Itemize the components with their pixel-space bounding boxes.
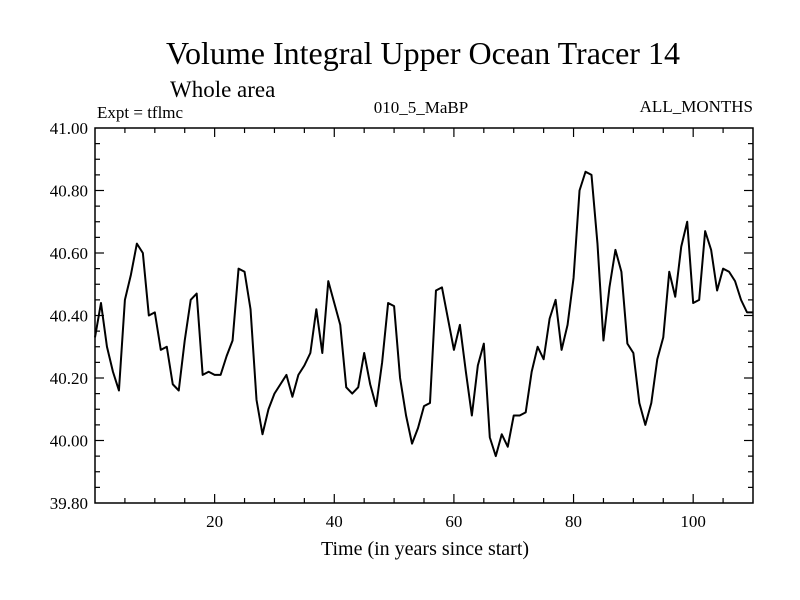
x-axis-label: Time (in years since start) [321, 538, 529, 560]
x-tick-label: 40 [326, 512, 343, 531]
x-tick-label: 60 [445, 512, 462, 531]
experiment-label: Expt = tflmc [97, 103, 184, 122]
x-tick-label: 20 [206, 512, 223, 531]
series-line [94, 170, 753, 458]
y-tick-label: 41.00 [50, 119, 88, 138]
y-tick-label: 40.40 [50, 307, 88, 326]
y-tick-label: 40.60 [50, 244, 88, 263]
plot-frame [94, 127, 754, 504]
x-tick-label: 100 [680, 512, 706, 531]
chart-subtitle: Whole area [170, 77, 275, 102]
period-label: 010_5_MaBP [374, 98, 468, 117]
y-tick-label: 40.20 [50, 369, 88, 388]
y-tick-label: 39.80 [50, 494, 88, 513]
chart-title: Volume Integral Upper Ocean Tracer 14 [166, 35, 680, 71]
months-label: ALL_MONTHS [640, 97, 753, 116]
y-tick-label: 40.00 [50, 432, 88, 451]
y-tick-label: 40.80 [50, 182, 88, 201]
x-tick-label: 80 [565, 512, 582, 531]
